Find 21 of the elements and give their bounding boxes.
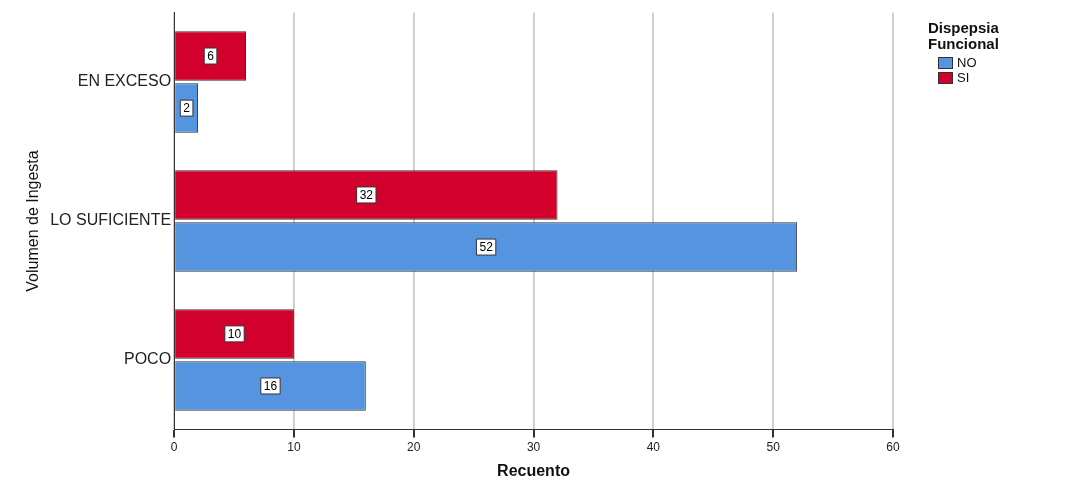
y-axis-title: Volumen de Ingesta (24, 150, 42, 292)
legend-label: SI (957, 70, 970, 85)
data-label: 52 (479, 240, 494, 255)
legend-label: NO (957, 55, 977, 70)
data-label: 10 (227, 327, 242, 342)
x-tick-label: 60 (886, 439, 900, 454)
y-tick-label: LO SUFICIENTE (50, 211, 172, 229)
x-tick-label: 10 (287, 439, 301, 454)
x-tick-label: 50 (766, 439, 781, 454)
data-label: 16 (263, 379, 278, 394)
data-label: 6 (207, 49, 215, 64)
x-tick-label: 40 (646, 439, 661, 454)
data-label: 32 (359, 188, 374, 203)
legend-title: Dispepsia Funcional (928, 19, 1000, 52)
x-tick-label: 20 (407, 439, 421, 454)
y-tick-label: EN EXCESO (77, 72, 172, 90)
x-tick-label: 30 (526, 439, 541, 454)
y-tick-label: POCO (123, 350, 172, 368)
data-label: 2 (183, 101, 191, 116)
x-axis-title: Recuento (497, 461, 571, 479)
x-tick-label: 0 (170, 439, 178, 454)
